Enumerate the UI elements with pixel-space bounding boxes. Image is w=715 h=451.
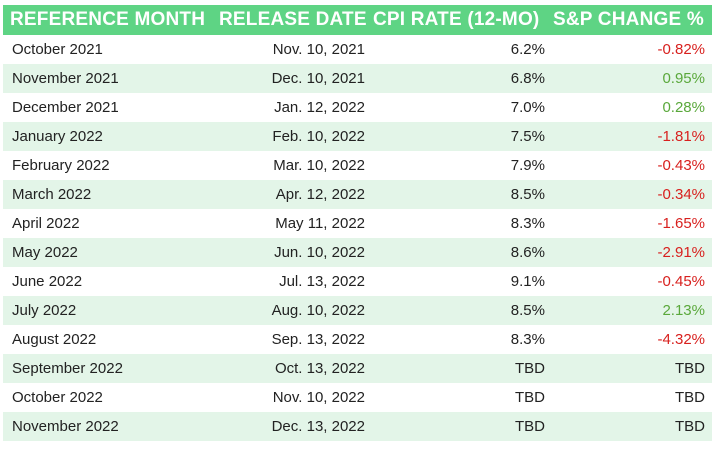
reference-month-cell: October 2021 <box>12 41 103 58</box>
reference-month-cell: April 2022 <box>12 215 80 232</box>
table-row: January 2022 Feb. 10, 2022 7.5% -1.81% <box>3 122 712 151</box>
cpi-rate-cell: 8.5% <box>510 186 545 203</box>
sp-change-cell: TBD <box>675 389 705 406</box>
sp-change-cell: 0.95% <box>662 70 705 87</box>
table-row: October 2022 Nov. 10, 2022 TBD TBD <box>3 383 712 412</box>
release-date-cell: Feb. 10, 2022 <box>272 128 365 145</box>
release-date-cell: Sep. 13, 2022 <box>271 331 365 348</box>
reference-month-cell: February 2022 <box>12 157 110 174</box>
sp-change-cell: -0.34% <box>657 186 705 203</box>
sp-change-cell: -2.91% <box>657 244 705 261</box>
sp-change-cell: -0.45% <box>657 273 705 290</box>
release-date-cell: Aug. 10, 2022 <box>271 302 365 319</box>
release-date-cell: Nov. 10, 2021 <box>272 41 365 58</box>
sp-change-cell: -0.43% <box>657 157 705 174</box>
reference-month-cell: July 2022 <box>12 302 77 319</box>
release-date-cell: Jan. 12, 2022 <box>274 99 365 116</box>
header-cpi-rate[interactable]: CPI RATE (12-MO) <box>373 9 540 30</box>
table-row: August 2022 Sep. 13, 2022 8.3% -4.32% <box>3 325 712 354</box>
release-date-cell: Mar. 10, 2022 <box>273 157 365 174</box>
reference-month-cell: November 2021 <box>12 70 119 87</box>
table-row: December 2021 Jan. 12, 2022 7.0% 0.28% <box>3 93 712 122</box>
reference-month-cell: October 2022 <box>12 389 103 406</box>
cpi-rate-cell: 8.6% <box>510 244 545 261</box>
table-row: February 2022 Mar. 10, 2022 7.9% -0.43% <box>3 151 712 180</box>
reference-month-cell: December 2021 <box>12 99 119 116</box>
release-date-cell: Oct. 13, 2022 <box>274 360 365 377</box>
cpi-rate-cell: 8.3% <box>510 331 545 348</box>
release-date-cell: Jul. 13, 2022 <box>279 273 365 290</box>
release-date-cell: Nov. 10, 2022 <box>272 389 365 406</box>
table-row: November 2021 Dec. 10, 2021 6.8% 0.95% <box>3 64 712 93</box>
release-date-cell: Jun. 10, 2022 <box>274 244 365 261</box>
reference-month-cell: January 2022 <box>12 128 103 145</box>
table-body: October 2021 Nov. 10, 2021 6.2% -0.82% Novem… <box>3 35 712 441</box>
sp-change-cell: TBD <box>675 418 705 435</box>
table-row: July 2022 Aug. 10, 2022 8.5% 2.13% <box>3 296 712 325</box>
table-row: May 2022 Jun. 10, 2022 8.6% -2.91% <box>3 238 712 267</box>
release-date-cell: May 11, 2022 <box>275 215 365 232</box>
reference-month-cell: September 2022 <box>12 360 123 377</box>
sp-change-cell: -0.82% <box>657 41 705 58</box>
cpi-rate-cell: TBD <box>515 360 545 377</box>
sp-change-cell: -1.65% <box>657 215 705 232</box>
sp-change-cell: TBD <box>675 360 705 377</box>
sp-change-cell: -1.81% <box>657 128 705 145</box>
reference-month-cell: March 2022 <box>12 186 92 203</box>
table-row: September 2022 Oct. 13, 2022 TBD TBD <box>3 354 712 383</box>
header-reference-month[interactable]: REFERENCE MONTH <box>10 9 206 30</box>
cpi-rate-cell: 8.3% <box>510 215 545 232</box>
reference-month-cell: May 2022 <box>12 244 78 261</box>
release-date-cell: Dec. 13, 2022 <box>271 418 365 435</box>
sp-change-cell: -4.32% <box>657 331 705 348</box>
cpi-rate-cell: TBD <box>515 418 545 435</box>
release-date-cell: Apr. 12, 2022 <box>275 186 365 203</box>
reference-month-cell: August 2022 <box>12 331 97 348</box>
cpi-release-table: REFERENCE MONTH RELEASE DATE CPI RATE (1… <box>3 5 712 441</box>
release-date-cell: Dec. 10, 2021 <box>271 70 365 87</box>
table-row: March 2022 Apr. 12, 2022 8.5% -0.34% <box>3 180 712 209</box>
cpi-rate-cell: 9.1% <box>510 273 545 290</box>
header-sp-change[interactable]: S&P CHANGE % <box>553 9 704 30</box>
cpi-rate-cell: 7.0% <box>510 99 545 116</box>
sp-change-cell: 2.13% <box>662 302 705 319</box>
cpi-rate-cell: 7.9% <box>510 157 545 174</box>
table-row: October 2021 Nov. 10, 2021 6.2% -0.82% <box>3 35 712 64</box>
table-row: June 2022 Jul. 13, 2022 9.1% -0.45% <box>3 267 712 296</box>
reference-month-cell: November 2022 <box>12 418 119 435</box>
reference-month-cell: June 2022 <box>12 273 83 290</box>
header-release-date[interactable]: RELEASE DATE <box>219 9 367 30</box>
cpi-rate-cell: 7.5% <box>510 128 545 145</box>
table-header: REFERENCE MONTH RELEASE DATE CPI RATE (1… <box>3 5 712 35</box>
cpi-rate-cell: 8.5% <box>510 302 545 319</box>
sp-change-cell: 0.28% <box>662 99 705 116</box>
table-row: November 2022 Dec. 13, 2022 TBD TBD <box>3 412 712 441</box>
cpi-rate-cell: 6.2% <box>510 41 545 58</box>
cpi-rate-cell: 6.8% <box>510 70 545 87</box>
cpi-rate-cell: TBD <box>515 389 545 406</box>
table-row: April 2022 May 11, 2022 8.3% -1.65% <box>3 209 712 238</box>
